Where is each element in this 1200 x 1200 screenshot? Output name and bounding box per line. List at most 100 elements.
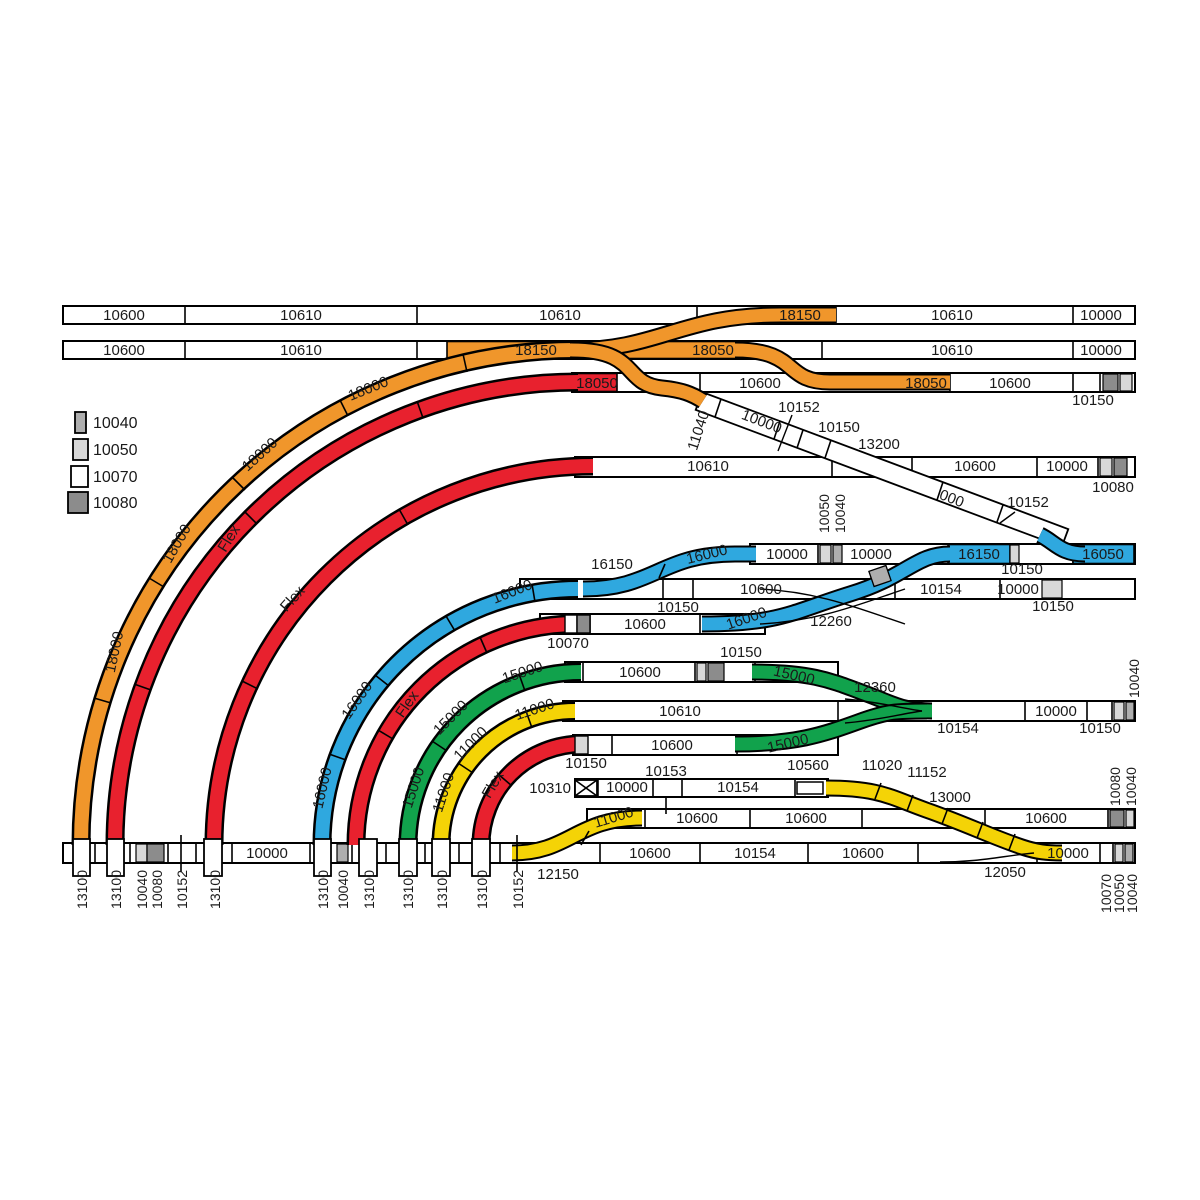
piece-label: 10000 [606,779,648,796]
blue-branch-12260 [701,547,951,631]
piece-label: 13100 [361,870,377,909]
track-row-12 [586,808,1136,829]
piece-label: 10610 [687,458,729,475]
blue-arc-16000 [315,582,579,846]
turnout-bands [511,306,1086,863]
piece-label: 10600 [954,458,996,475]
piece-label: 10153 [645,763,687,780]
piece-label: 12150 [537,866,579,883]
piece-label: 11040 [684,409,713,453]
piece-label: 13100 [74,870,90,909]
piece-label: 16050 [1082,546,1124,563]
piece-label: 13100 [108,870,124,909]
legend-label: 10080 [93,495,138,512]
piece-label: 10610 [539,307,581,324]
legend-swatch-10080 [67,491,89,514]
piece-label: 10600 [619,664,661,681]
piece-label: 10154 [937,720,979,737]
piece-label: 13200 [858,436,900,453]
piece-label: 10040 [1126,659,1142,698]
piece-label: 12360 [854,679,896,696]
piece-label: 10000 [1080,342,1122,359]
piece-label: 10610 [931,342,973,359]
piece-label: 13100 [400,870,416,909]
piece-label: 10040 [1124,874,1140,913]
piece-label: 10070 [547,635,589,652]
piece-label: 13100 [434,870,450,909]
piece-label: 10600 [103,342,145,359]
piece-label: 18050 [905,375,947,392]
piece-label: 10150 [720,644,762,661]
piece-label: 10000 [997,581,1039,598]
piece-label: 10000 [1046,458,1088,475]
piece-label: 10600 [785,810,827,827]
piece-label: 10150 [1032,598,1074,615]
yellow-branch-13000-12050 [825,781,1063,860]
piece-label: 10080 [149,870,165,909]
piece-label: 10000 [1080,307,1122,324]
piece-label: 10600 [629,845,671,862]
legend-swatch-10050 [72,438,89,461]
legend-label: 10040 [93,415,138,432]
piece-label: 10600 [676,810,718,827]
uncoupler-10560-icon [796,781,824,795]
piece-label: 10040 [832,494,848,533]
piece-label: 10040 [1123,767,1139,806]
piece-label: 16150 [958,546,1000,563]
piece-label: 13100 [474,870,490,909]
legend: 10040 10050 10070 10080 [67,411,138,514]
piece-label: 13100 [207,870,223,909]
red-arc-inner-flex [474,737,583,846]
piece-label: 12050 [984,864,1026,881]
piece-label: 11020 [862,757,903,774]
white-10070-piece [564,614,578,634]
piece-label: 10600 [103,307,145,324]
piece-label: 10040 [134,870,150,909]
piece-label: 10150 [1079,720,1121,737]
piece-label: 10600 [842,845,884,862]
curved-arcs [71,340,594,846]
piece-label: 13100 [315,870,331,909]
piece-label: 10600 [989,375,1031,392]
piece-label: 10610 [659,703,701,720]
piece-label: 16150 [591,556,633,573]
piece-label: 10152 [174,870,190,909]
baseline-stub-boxes [72,838,491,877]
buffer-10310-icon [574,779,598,797]
yellow-branch-ticks [874,782,1016,851]
piece-label: 10610 [280,342,322,359]
piece-label: 10600 [624,616,666,633]
piece-label: 10152 [510,870,526,909]
piece-label: 10610 [280,307,322,324]
piece-label: 10154 [734,845,776,862]
green-arc-15000 [401,665,582,846]
red-arc-third-flex [349,617,578,846]
piece-label: 10080 [1107,767,1123,806]
piece-label: 10154 [920,581,962,598]
green-branch-up [734,704,928,751]
piece-label: 10610 [931,307,973,324]
orange-curve-to-diagonal [571,343,707,407]
piece-label: 10150 [565,755,607,772]
piece-label: 12260 [810,613,852,630]
piece-label: 10150 [657,599,699,616]
piece-label: 10050 [816,494,832,533]
piece-label: 10050 [1111,874,1127,913]
piece-label: 10600 [740,581,782,598]
piece-label: 10070 [1098,874,1114,913]
legend-swatch-10040 [74,411,87,434]
legend-label: 10070 [93,469,138,486]
piece-label: 18150 [515,342,557,359]
piece-label: 10152 [778,399,820,416]
piece-label: 10000 [246,845,288,862]
piece-label: 10600 [651,737,693,754]
yellow-arc-11000 [434,704,576,846]
piece-label: 10150 [1072,392,1114,409]
blue-16050-join [1036,529,1086,561]
legend-label: 10050 [93,442,138,459]
piece-label: 10000 [1047,845,1089,862]
piece-label: 11152 [907,764,947,781]
arc-segment-ticks [93,353,536,787]
